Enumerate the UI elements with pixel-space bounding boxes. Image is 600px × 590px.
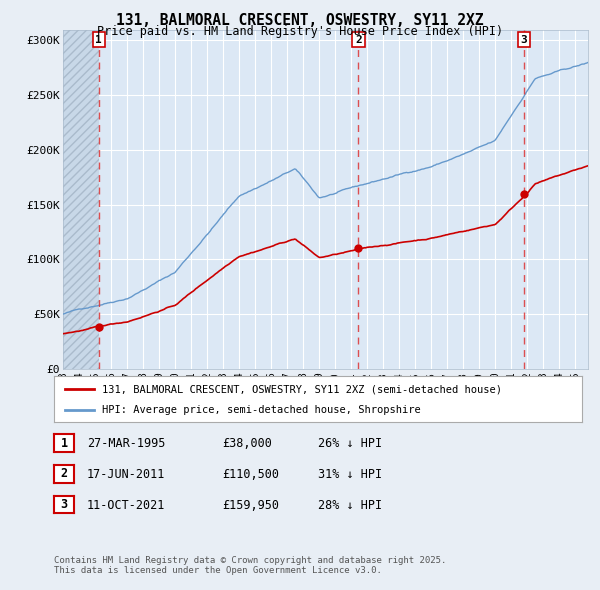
Text: Contains HM Land Registry data © Crown copyright and database right 2025.
This d: Contains HM Land Registry data © Crown c… (54, 556, 446, 575)
Text: 1: 1 (61, 437, 68, 450)
Text: 3: 3 (520, 35, 527, 45)
Text: 1: 1 (95, 35, 102, 45)
Text: 31% ↓ HPI: 31% ↓ HPI (318, 468, 382, 481)
Text: 2: 2 (61, 467, 68, 480)
Bar (63, 30, 98, 369)
Text: 131, BALMORAL CRESCENT, OSWESTRY, SY11 2XZ: 131, BALMORAL CRESCENT, OSWESTRY, SY11 2… (116, 13, 484, 28)
Text: £110,500: £110,500 (222, 468, 279, 481)
Text: Price paid vs. HM Land Registry's House Price Index (HPI): Price paid vs. HM Land Registry's House … (97, 25, 503, 38)
Text: 3: 3 (61, 498, 68, 511)
Text: £159,950: £159,950 (222, 499, 279, 512)
Text: 2: 2 (355, 35, 362, 45)
Text: 26% ↓ HPI: 26% ↓ HPI (318, 437, 382, 450)
Text: HPI: Average price, semi-detached house, Shropshire: HPI: Average price, semi-detached house,… (101, 405, 420, 415)
Text: 28% ↓ HPI: 28% ↓ HPI (318, 499, 382, 512)
Text: 17-JUN-2011: 17-JUN-2011 (87, 468, 166, 481)
Text: £38,000: £38,000 (222, 437, 272, 450)
Text: 131, BALMORAL CRESCENT, OSWESTRY, SY11 2XZ (semi-detached house): 131, BALMORAL CRESCENT, OSWESTRY, SY11 2… (101, 384, 502, 394)
Text: 27-MAR-1995: 27-MAR-1995 (87, 437, 166, 450)
Text: 11-OCT-2021: 11-OCT-2021 (87, 499, 166, 512)
